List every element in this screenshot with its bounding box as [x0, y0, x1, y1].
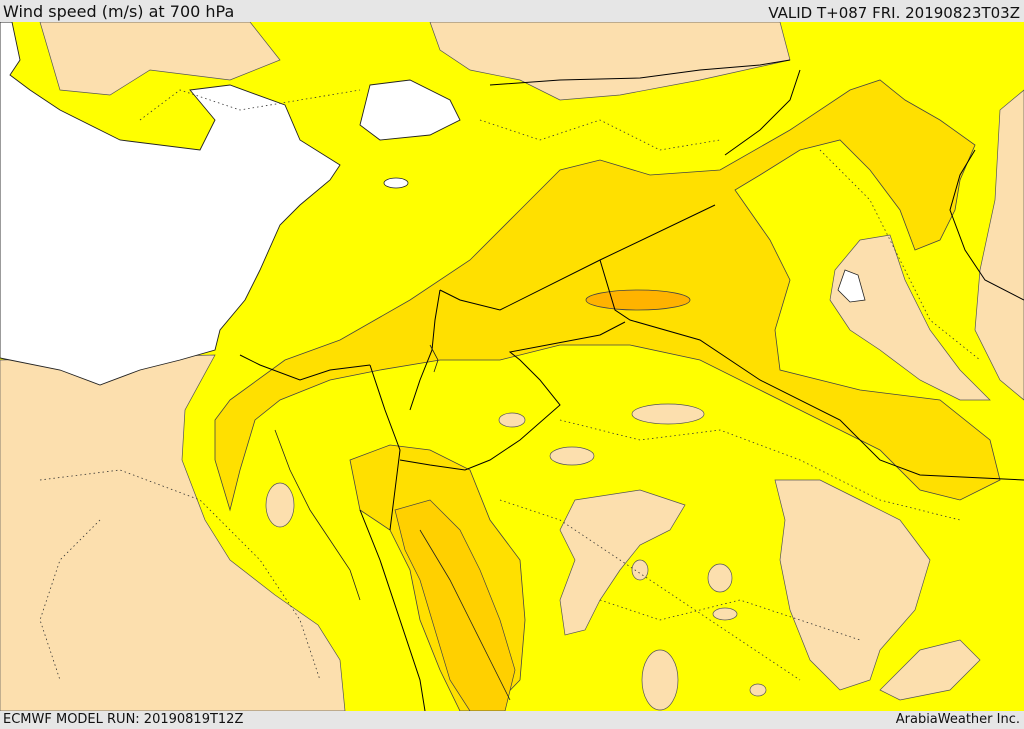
- footer-bar: ECMWF MODEL RUN: 20190819T12Z ArabiaWeat…: [0, 711, 1024, 729]
- calm-patch-7: [631, 559, 649, 581]
- credit: ArabiaWeather Inc.: [895, 712, 1020, 727]
- calm-patch-2: [549, 446, 595, 466]
- calm-area-east: [974, 89, 1024, 401]
- wind-band-3: [394, 499, 516, 711]
- coastline-details: [274, 344, 511, 701]
- calm-area-north: [39, 22, 281, 96]
- persian-gulf: [837, 269, 866, 303]
- calm-area-southeast: [774, 479, 931, 691]
- calm-patch-1: [631, 403, 705, 425]
- valid-time: VALID T+087 FRI. 20190823T03Z: [768, 4, 1020, 22]
- lake: [383, 177, 409, 189]
- mediterranean-sea: [0, 22, 341, 386]
- calm-area-south-corner: [879, 639, 981, 701]
- calm-area-west: [0, 354, 346, 711]
- wind-speed-map[interactable]: [0, 22, 1024, 711]
- calm-patch-4: [265, 482, 295, 528]
- calm-patch-8: [712, 607, 738, 621]
- map-title: Wind speed (m/s) at 700 hPa: [3, 2, 235, 21]
- header-bar: Wind speed (m/s) at 700 hPa VALID T+087 …: [0, 0, 1024, 22]
- calm-patch-9: [749, 683, 767, 697]
- calm-area-northeast: [429, 22, 791, 101]
- black-sea-gulf: [359, 79, 461, 141]
- wind-band-4: [585, 289, 691, 311]
- province-boundaries: [39, 89, 981, 681]
- calm-area-mesopotamia: [829, 234, 991, 401]
- calm-patch-5: [707, 563, 733, 593]
- model-run: ECMWF MODEL RUN: 20190819T12Z: [3, 712, 244, 727]
- calm-patch-3: [498, 412, 526, 428]
- calm-patch-6: [641, 649, 679, 711]
- country-boundaries: [239, 59, 1024, 711]
